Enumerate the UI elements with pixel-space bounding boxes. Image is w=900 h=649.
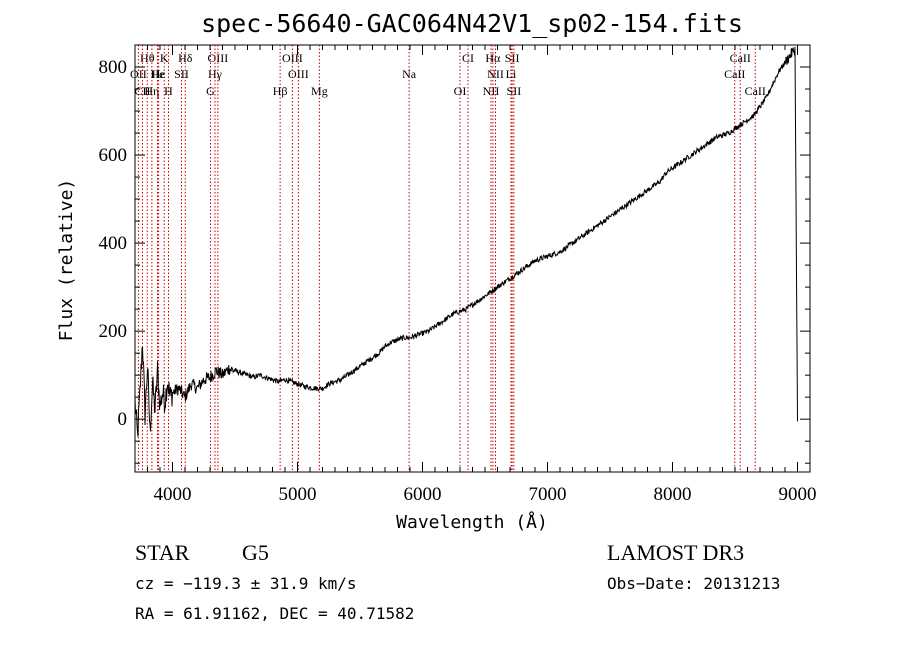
spectral-line-label: He — [151, 67, 165, 81]
redshift-cz: cz = −119.3 ± 31.9 km/s — [135, 574, 357, 593]
spectral-line-label: OI — [454, 84, 467, 98]
spectral-line-label: SII — [507, 84, 522, 98]
spectral-line-label: NII — [483, 84, 500, 98]
spectral-line-label: CaII — [724, 67, 745, 81]
spectral-line-label: H — [164, 84, 173, 98]
spectral-line-label: CI — [462, 51, 474, 65]
survey-name: LAMOST DR3 — [607, 540, 744, 565]
spectral-line-label: Hη — [144, 84, 159, 98]
y-tick-label: 800 — [99, 57, 128, 78]
spectral-line-label: NII — [487, 67, 504, 81]
x-axis-label: Wavelength (Å) — [396, 511, 548, 533]
chart-title: spec-56640-GAC064N42V1_sp02-154.fits — [201, 9, 743, 38]
x-tick-label: 8000 — [654, 484, 692, 505]
observation-date: Obs−Date: 20131213 — [607, 574, 780, 593]
y-tick-label: 600 — [99, 145, 128, 166]
y-tick-label: 400 — [99, 233, 128, 254]
y-axis-label: Flux (relative) — [56, 179, 77, 342]
object-class: STAR — [135, 540, 190, 565]
spectral-line-label: SII — [505, 51, 520, 65]
spectral-line-label: Hβ — [273, 84, 288, 98]
spectral-line-label: Hθ — [140, 51, 155, 65]
x-tick-label: 9000 — [779, 484, 817, 505]
spectral-line-label: CaII — [745, 84, 766, 98]
coordinates: RA = 61.91162, DEC = 40.71582 — [135, 604, 414, 623]
spectral-line-label: CaII — [730, 51, 751, 65]
x-tick-label: 4000 — [154, 484, 192, 505]
spectral-line-markers: Hθ K Hδ OIII OIII CI Hα SII CaII OII Hε SII Hγ OIII Na… — [130, 45, 766, 472]
spectral-line-label: OIII — [288, 67, 309, 81]
object-subclass: G5 — [242, 540, 269, 565]
spectral-line-label: Na — [402, 67, 417, 81]
spectrum-series-line — [134, 46, 798, 437]
spectral-line-label: Hε — [152, 67, 166, 81]
spectral-line-label: K — [160, 51, 169, 65]
spectral-line-label: Li — [506, 67, 517, 81]
spectral-line-label: OIII — [208, 51, 229, 65]
plot-frame — [134, 44, 811, 473]
spectral-line-label: CII — [135, 84, 151, 98]
spectral-line-label: SII — [174, 67, 189, 81]
x-tick-label: 7000 — [529, 484, 567, 505]
spectral-line-label: OIII — [282, 51, 303, 65]
y-tick-label: 0 — [118, 409, 128, 430]
y-tick-label: 200 — [99, 321, 128, 342]
axis-ticks: 4000 5000 6000 7000 8000 9000 0 200 400 600 800 — [99, 44, 817, 505]
spectral-line-label: Hγ — [208, 67, 223, 81]
spectral-line-label: Mg — [311, 84, 328, 98]
spectral-line-label: G — [206, 84, 215, 98]
spectral-line-label: Hα — [485, 51, 501, 65]
spectral-line-label: OII — [130, 67, 147, 81]
x-tick-label: 5000 — [279, 484, 317, 505]
spectral-line-label: Hδ — [178, 51, 193, 65]
x-tick-label: 6000 — [404, 484, 442, 505]
